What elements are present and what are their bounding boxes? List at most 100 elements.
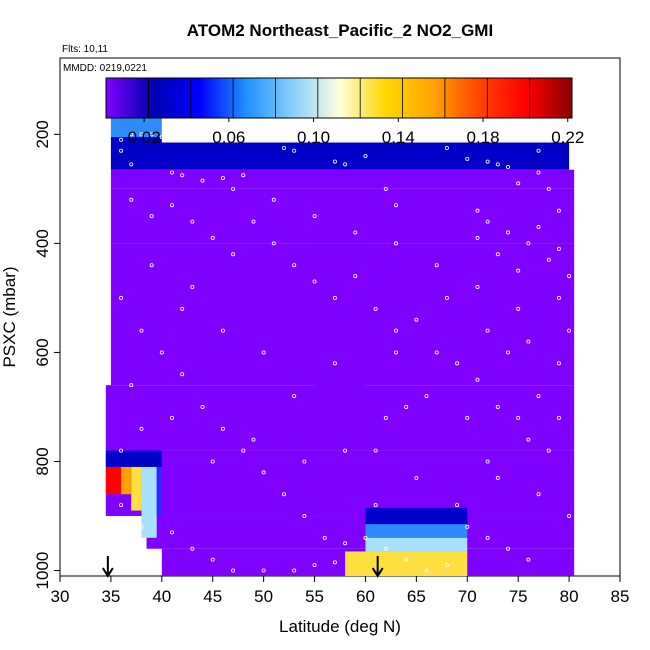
sample-point [556,246,561,251]
sample-point [312,563,317,568]
sample-point [404,557,409,562]
sample-point [495,404,500,409]
sample-point [353,274,358,279]
field-cell [314,243,366,407]
flights-label: Flts: 10,11 [62,44,108,55]
sample-point [475,285,480,290]
sample-point [129,383,134,388]
heatmap-field [105,115,575,576]
x-tick-label: 85 [611,587,630,606]
sample-point [373,306,378,311]
x-tick-label: 80 [560,587,579,606]
sample-point [505,350,510,355]
field-cell [146,516,575,549]
sample-point [129,197,134,202]
sample-point [200,178,205,183]
sample-point [220,328,225,333]
colorbar-tick-label: 0.10 [297,128,330,147]
x-tick-label: 65 [407,587,426,606]
sample-point [516,415,521,420]
x-axis-label: Latitude (deg N) [279,617,401,636]
location-arrows [102,556,384,578]
field-cell [365,524,468,538]
colorbar-ticks: 0.02 0.06 0.10 0.14 0.18 0.22 [128,118,584,147]
sample-point [343,448,348,453]
x-tick-label: 75 [509,587,528,606]
y-tick-label: 800 [33,447,52,475]
field-cell [110,137,162,143]
sample-point [332,560,337,565]
field-cell [110,142,570,170]
sample-point [139,524,144,529]
sample-point [455,503,460,508]
sample-point [139,132,144,137]
sample-point [190,285,195,290]
sample-point [465,156,470,161]
sample-point [465,415,470,420]
sample-point [343,541,348,546]
field-cell [365,507,468,525]
sample-point [495,162,500,167]
sample-point [261,470,266,475]
sample-point [536,225,541,230]
sample-point [475,208,480,213]
sample-point [149,214,154,219]
sample-point [556,208,561,213]
sample-point [444,563,449,568]
colorbar-tick-label: 0.14 [382,128,415,147]
sample-point [169,530,174,535]
sample-point [516,268,521,273]
x-tick-label: 40 [152,587,171,606]
sample-point [292,148,297,153]
sample-point [414,132,419,137]
sample-point [363,154,368,159]
sample-point [169,415,174,420]
sample-point [526,137,531,142]
sample-point [485,459,490,464]
field-cell [141,466,157,538]
sample-point [302,514,307,519]
x-tick-label: 30 [51,587,70,606]
sample-point [383,186,388,191]
sample-point [119,148,124,153]
colorbar [105,77,573,119]
sample-point [302,459,307,464]
sample-point [485,535,490,540]
arrow-head [102,567,114,578]
sample-point [322,535,327,540]
sample-point [455,132,460,137]
sample-point [383,546,388,551]
sample-point [139,328,144,333]
arrow-head [371,567,384,578]
sample-point [281,492,286,497]
sample-point [526,557,531,562]
x-tick-label: 55 [305,587,324,606]
field-cell [110,188,575,244]
sample-point [424,132,429,137]
sample-point [180,372,185,377]
y-tick-label: 400 [33,229,52,257]
sample-point [434,132,439,137]
sample-point [119,503,124,508]
sample-point [556,361,561,366]
field-cell [345,551,468,576]
sample-point [149,132,154,137]
y-axis-label: PSXC (mbar) [0,266,19,367]
sample-point [383,415,388,420]
sample-point [475,235,480,240]
x-axis: 30 35 40 45 50 55 60 65 70 75 80 85 [51,576,630,606]
x-tick-label: 60 [356,587,375,606]
sample-point [556,295,561,300]
y-tick-label: 200 [33,120,52,148]
sample-point [190,546,195,551]
sample-point [536,148,541,153]
sample-point [536,170,541,175]
sample-point [505,165,510,170]
sample-point [475,377,480,382]
sample-point [169,170,174,175]
sample-point [119,295,124,300]
x-tick-label: 45 [203,587,222,606]
sample-point [220,175,225,180]
sample-point [414,475,419,480]
sample-point [271,197,276,202]
